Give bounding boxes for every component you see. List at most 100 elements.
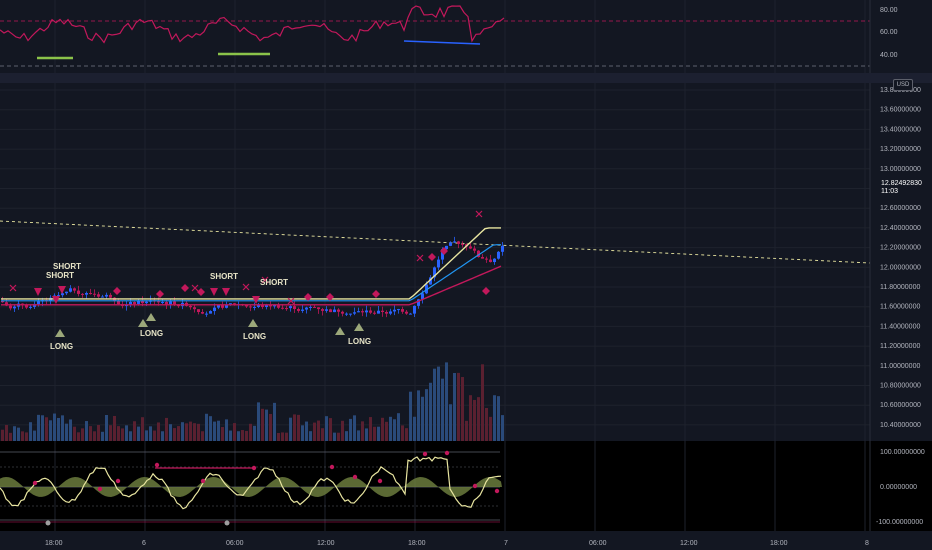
volume-bar (221, 427, 224, 441)
volume-bar (165, 417, 168, 441)
time-label: 7 (504, 540, 508, 547)
candle (141, 300, 144, 304)
candle (65, 291, 68, 294)
volume-bar (193, 423, 196, 441)
candle (209, 311, 212, 314)
time-label: 12:00 (680, 540, 698, 547)
candle (449, 242, 452, 246)
long-signal-marker (335, 327, 345, 335)
candle (457, 241, 460, 244)
volume-bar (5, 424, 8, 441)
volume-bar (353, 415, 356, 441)
long-signal-label: LONG (243, 332, 266, 341)
short-signal-marker (252, 296, 260, 304)
volume-bar (289, 417, 292, 441)
candle (229, 303, 232, 305)
volume-bar (33, 430, 36, 441)
candle (313, 306, 316, 308)
time-label: 18:00 (45, 540, 63, 547)
cross-marker (416, 254, 424, 262)
osc-signal-dot (422, 451, 428, 457)
osc-scale-label: 0.00000000 (880, 484, 917, 491)
volume-bar (257, 402, 260, 441)
volume-bar (417, 390, 420, 441)
time-label: 12:00 (317, 540, 335, 547)
time-label: 8 (865, 540, 869, 547)
currency-badge[interactable]: USD (893, 79, 913, 91)
volume-bar (173, 428, 176, 441)
candle (97, 294, 100, 297)
volume-bar (385, 421, 388, 441)
candle (89, 293, 92, 295)
candle (173, 301, 176, 305)
candle (301, 309, 304, 311)
rsi-pane[interactable]: 80.00 60.00 40.00 (0, 0, 932, 73)
volume-bar (497, 396, 500, 441)
time-axis[interactable]: 18:00 6 06:00 12:00 18:00 7 06:00 12:00 … (0, 531, 932, 550)
long-signal-label: LONG (348, 337, 371, 346)
volume-bar (153, 430, 156, 441)
candle (69, 288, 72, 292)
candle (309, 306, 312, 308)
volume-bar (265, 409, 268, 441)
candle (281, 307, 284, 309)
candle (73, 288, 76, 291)
osc-signal-dot (154, 462, 160, 468)
volume-bar (397, 413, 400, 441)
volume-bar (89, 426, 92, 441)
volume-bar (201, 431, 204, 441)
candle (193, 307, 196, 310)
candle (245, 305, 248, 307)
candle (261, 305, 264, 307)
volume-bar (185, 423, 188, 441)
osc-scale-label: 100.00000000 (880, 449, 925, 456)
long-signal-label: LONG (50, 342, 73, 351)
osc-signal-dot (97, 486, 103, 492)
price-scale-label: 13.40000000 (880, 126, 921, 133)
price-chart: SHORT SHORT SHORT SHORT LONG LONG LONG L… (0, 83, 921, 441)
diamond-marker (428, 253, 436, 261)
diamond-marker (304, 293, 312, 301)
pane-separator[interactable] (0, 73, 932, 83)
short-signal-label: SHORT (260, 278, 288, 287)
volume-bar (217, 420, 220, 441)
candle (61, 293, 64, 296)
oscillator-pane[interactable]: 100.00000000 0.00000000 -100.00000000 (0, 441, 932, 531)
candle (337, 309, 340, 312)
volume-bar (37, 414, 40, 441)
candle (217, 304, 220, 308)
candle (189, 305, 192, 308)
short-signal-marker (52, 296, 60, 304)
price-pane[interactable]: SHORT SHORT SHORT SHORT LONG LONG LONG L… (0, 83, 932, 441)
short-signal-label: SHORT (46, 271, 74, 280)
volume-bar (73, 426, 76, 441)
volume-bar (261, 408, 264, 441)
volume-bar (97, 424, 100, 441)
ma-blue-line (1, 244, 501, 302)
volume-bar (149, 426, 152, 441)
price-scale-label: 12.00000000 (880, 264, 921, 271)
volume-bar (325, 416, 328, 441)
rsi-scale-label: 60.00 (880, 29, 898, 36)
candle (441, 249, 444, 260)
price-scale-label: 12.40000000 (880, 225, 921, 232)
diamond-marker (113, 287, 121, 295)
candle (105, 294, 108, 297)
volume-bar (449, 404, 452, 441)
volume-bar (341, 420, 344, 441)
volume-bar (237, 431, 240, 441)
candle (77, 290, 80, 294)
volume-bar (213, 421, 216, 441)
volume-bar (29, 422, 32, 441)
volume-bar (269, 413, 272, 441)
candle (37, 301, 40, 305)
price-scale-label: 11.40000000 (880, 323, 920, 330)
candle (205, 313, 208, 315)
volume-bar (113, 415, 116, 441)
rsi-chart: 80.00 60.00 40.00 (0, 0, 898, 73)
volume-bar (9, 432, 12, 441)
volume-bar (469, 395, 472, 441)
candle (225, 304, 228, 308)
volume-bar (313, 422, 316, 441)
candle (497, 251, 500, 259)
